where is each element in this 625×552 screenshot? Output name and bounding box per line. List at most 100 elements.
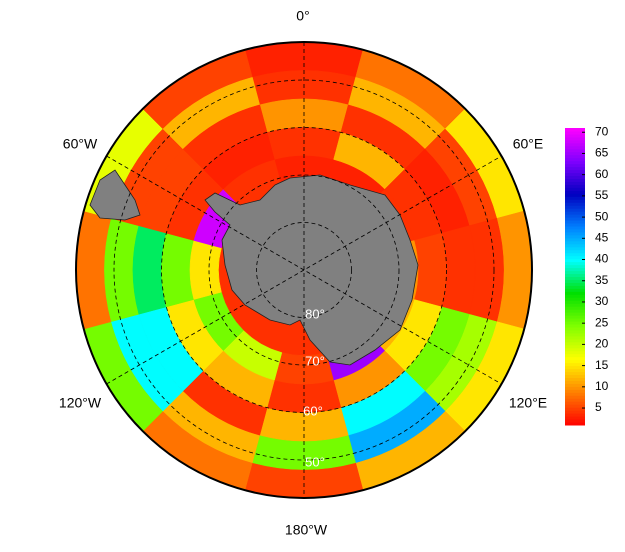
colorbar-step bbox=[565, 368, 585, 373]
colorbar-step bbox=[565, 401, 585, 405]
colorbar-tick-label: 60 bbox=[595, 167, 609, 181]
colorbar-step bbox=[565, 404, 585, 408]
colorbar-step bbox=[565, 395, 585, 399]
colorbar-step bbox=[565, 383, 585, 387]
colorbar-step bbox=[565, 380, 585, 384]
antarctica bbox=[204, 174, 419, 366]
colorbar-step bbox=[565, 371, 585, 376]
colorbar-step bbox=[565, 309, 585, 313]
parallel bbox=[256, 222, 352, 318]
colorbar-step bbox=[565, 344, 585, 349]
field-cell bbox=[413, 232, 447, 308]
field-layer bbox=[76, 42, 532, 498]
colorbar-step bbox=[565, 347, 585, 352]
colorbar-step bbox=[565, 416, 585, 420]
colorbar-step bbox=[565, 282, 585, 286]
land bbox=[89, 169, 419, 366]
colorbar-step bbox=[565, 338, 585, 343]
colorbar-step bbox=[565, 169, 585, 174]
colorbar-tick-label: 30 bbox=[595, 294, 609, 308]
lat-label: 70° bbox=[305, 353, 325, 368]
colorbar-step bbox=[565, 285, 585, 289]
lat-label: 80° bbox=[305, 306, 325, 321]
colorbar-step bbox=[565, 419, 585, 423]
colorbar-step bbox=[565, 172, 585, 177]
meridian bbox=[106, 155, 502, 385]
colorbar-step bbox=[565, 341, 585, 346]
colorbar-tick-label: 50 bbox=[595, 209, 609, 223]
colorbar-step bbox=[565, 128, 585, 132]
colorbar-step bbox=[565, 184, 585, 188]
colorbar-step bbox=[565, 407, 585, 411]
colorbar-step bbox=[565, 240, 585, 245]
colorbar-tick-label: 55 bbox=[595, 188, 609, 202]
field-cell bbox=[189, 240, 222, 300]
colorbar-step bbox=[565, 160, 585, 165]
colorbar-step bbox=[565, 386, 585, 390]
colorbar-step bbox=[565, 326, 585, 331]
lon-label: 0° bbox=[296, 8, 309, 24]
colorbar-step bbox=[565, 205, 585, 209]
colorbar-step bbox=[565, 353, 585, 358]
colorbar-step bbox=[565, 264, 585, 269]
lat-label: 60° bbox=[303, 403, 323, 418]
colorbar-step bbox=[565, 324, 585, 328]
colorbar-step bbox=[565, 139, 585, 144]
colorbar-step bbox=[565, 356, 585, 361]
lon-label: 120°E bbox=[509, 395, 547, 411]
colorbar-step bbox=[565, 365, 585, 370]
colorbar-step bbox=[565, 214, 585, 218]
colorbar-step bbox=[565, 231, 585, 236]
colorbar-step bbox=[565, 178, 585, 182]
colorbar-step bbox=[565, 350, 585, 355]
colorbar-tick-label: 15 bbox=[595, 358, 609, 372]
colorbar-step bbox=[565, 318, 585, 322]
colorbar-step bbox=[565, 133, 585, 138]
colorbar-step bbox=[565, 130, 585, 135]
colorbar-step bbox=[565, 374, 585, 378]
colorbar-step bbox=[565, 332, 585, 337]
parallel bbox=[161, 127, 447, 413]
colorbar-step bbox=[565, 261, 585, 266]
colorbar-step bbox=[565, 255, 585, 260]
colorbar-step bbox=[565, 142, 585, 147]
colorbar-step bbox=[565, 258, 585, 263]
graticule bbox=[106, 42, 502, 498]
colorbar-step bbox=[565, 329, 585, 334]
colorbar-step bbox=[565, 300, 585, 304]
lat-label: 50° bbox=[305, 454, 325, 469]
colorbar-step bbox=[565, 303, 585, 307]
lon-label: 60°E bbox=[513, 136, 544, 152]
colorbar-step bbox=[565, 193, 585, 197]
colorbar-step bbox=[565, 223, 585, 227]
colorbar-step bbox=[565, 297, 585, 301]
lon-label: 180°W bbox=[285, 522, 328, 538]
colorbar-step bbox=[565, 392, 585, 396]
colorbar: 5 10 15 20 25 30 35 40 45 50 55 60 65 70 bbox=[565, 124, 609, 426]
colorbar-step bbox=[565, 362, 585, 367]
colorbar-tick-label: 40 bbox=[595, 252, 609, 266]
colorbar-step bbox=[565, 267, 585, 272]
colorbar-step bbox=[565, 291, 585, 295]
colorbar-step bbox=[565, 220, 585, 224]
colorbar-step bbox=[565, 181, 585, 185]
colorbar-tick-label: 45 bbox=[595, 230, 609, 244]
colorbar-step bbox=[565, 163, 585, 168]
parallel bbox=[113, 79, 495, 461]
field-cell bbox=[161, 232, 195, 308]
meridian bbox=[106, 155, 502, 385]
colorbar-step bbox=[565, 217, 585, 221]
colorbar-step bbox=[565, 148, 585, 153]
colorbar-step bbox=[565, 136, 585, 141]
south-america bbox=[89, 169, 141, 221]
colorbar-step bbox=[565, 211, 585, 215]
colorbar-step bbox=[565, 312, 585, 316]
colorbar-step bbox=[565, 252, 585, 257]
colorbar-step bbox=[565, 359, 585, 364]
colorbar-step bbox=[565, 321, 585, 325]
lon-label: 120°W bbox=[59, 395, 102, 411]
colorbar-step bbox=[565, 199, 585, 203]
colorbar-step bbox=[565, 187, 585, 191]
colorbar-step bbox=[565, 145, 585, 150]
colorbar-tick-label: 20 bbox=[595, 337, 609, 351]
